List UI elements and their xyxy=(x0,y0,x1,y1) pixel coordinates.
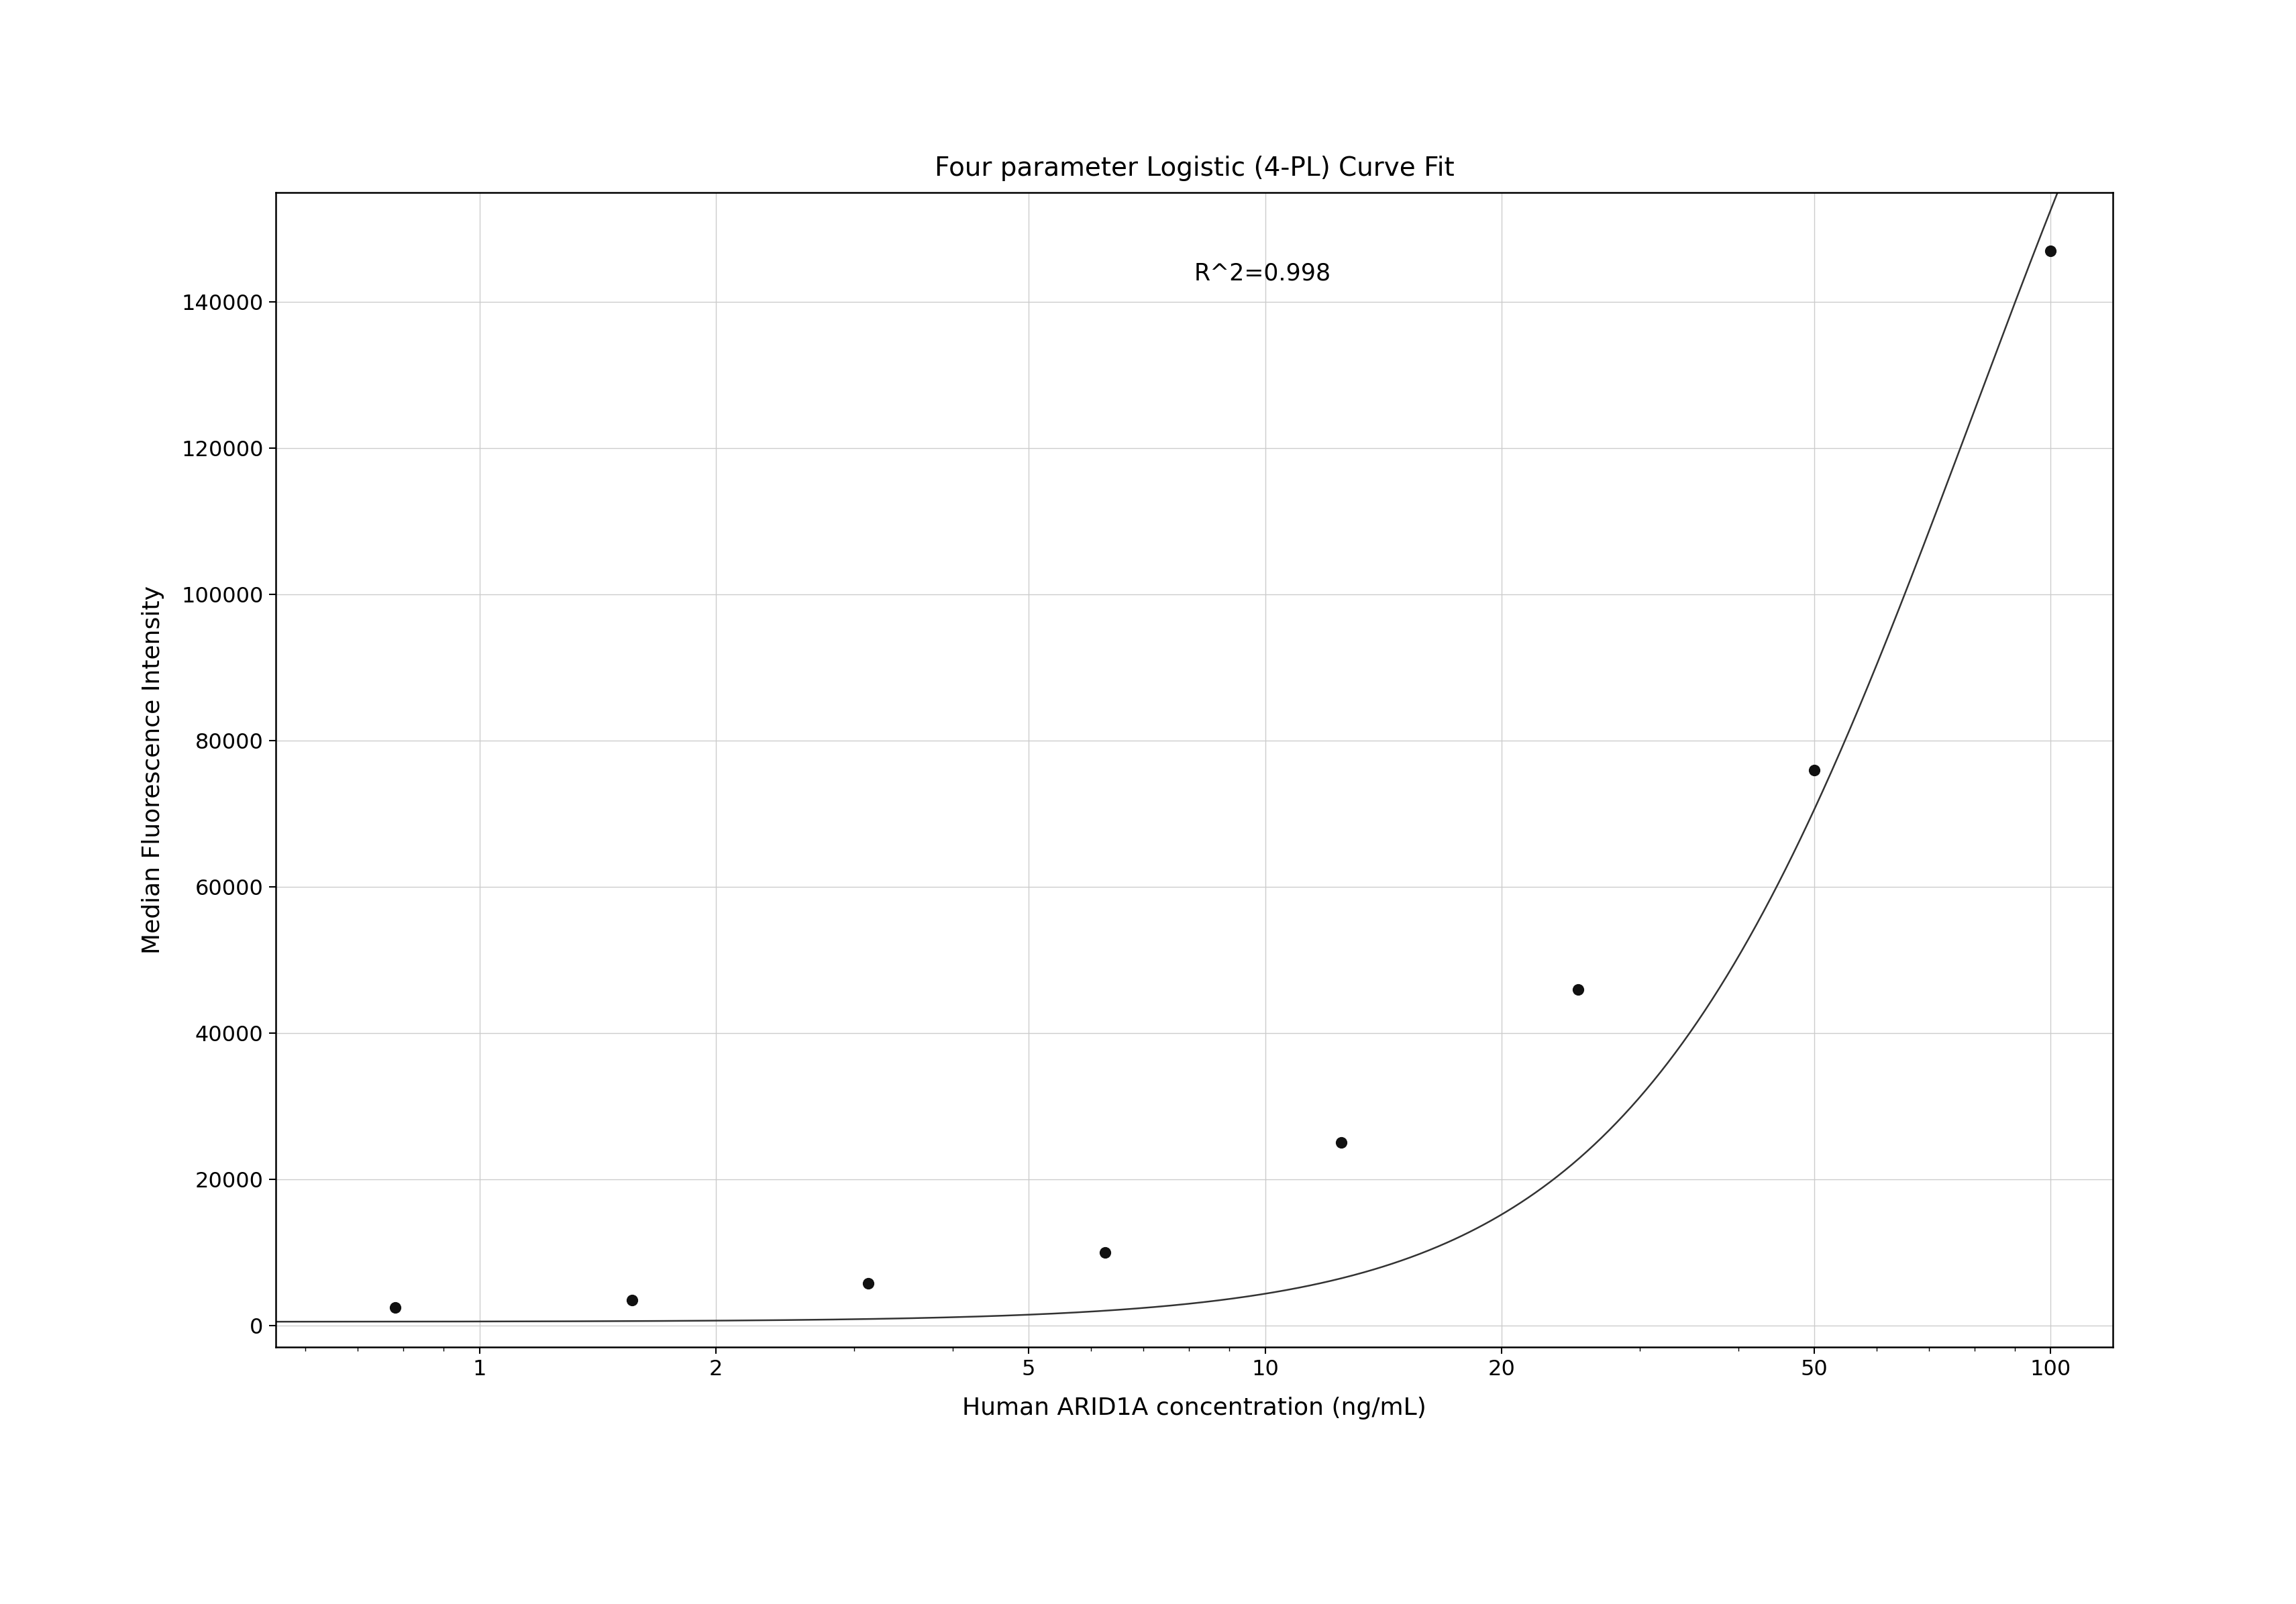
Text: R^2=0.998: R^2=0.998 xyxy=(1194,261,1332,284)
X-axis label: Human ARID1A concentration (ng/mL): Human ARID1A concentration (ng/mL) xyxy=(962,1397,1426,1420)
Point xyxy=(377,1294,413,1320)
Point xyxy=(850,1270,886,1296)
Y-axis label: Median Fluorescence Intensity: Median Fluorescence Intensity xyxy=(142,585,165,954)
Point xyxy=(2032,237,2069,263)
Title: Four parameter Logistic (4-PL) Curve Fit: Four parameter Logistic (4-PL) Curve Fit xyxy=(934,156,1453,181)
Point xyxy=(1086,1240,1123,1266)
Point xyxy=(1322,1129,1359,1155)
Point xyxy=(1559,977,1596,1002)
Point xyxy=(613,1286,650,1312)
Point xyxy=(1795,757,1832,783)
